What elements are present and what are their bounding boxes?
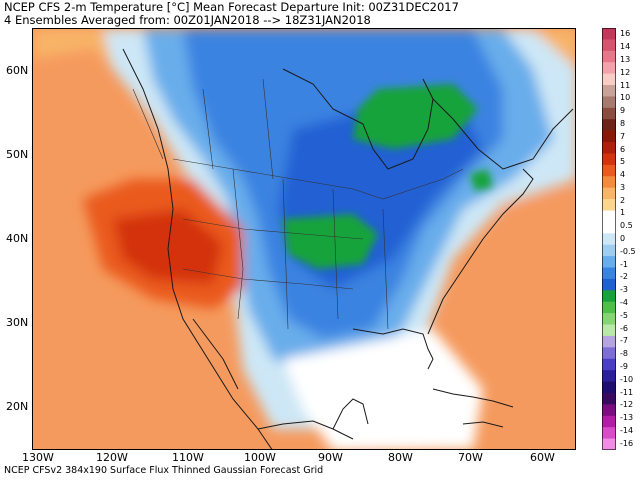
- colorbar-swatch: [602, 381, 616, 394]
- lon-label-130w: 130W: [22, 451, 54, 464]
- colorbar-swatch: [602, 50, 616, 63]
- colorbar-swatch: [602, 28, 616, 40]
- colorbar-swatch: [602, 233, 616, 246]
- anomaly-map: [32, 28, 576, 450]
- colorbar-swatch: [602, 347, 616, 360]
- lon-label-80w: 80W: [388, 451, 413, 464]
- colorbar-swatch: [602, 290, 616, 303]
- colorbar-swatch: [602, 130, 616, 143]
- colorbar-swatch: [602, 438, 616, 450]
- colorbar-label: 11: [620, 80, 631, 90]
- colorbar-label: 2: [620, 195, 626, 205]
- colorbar-swatch: [602, 267, 616, 280]
- colorbar-label: -16: [620, 438, 634, 448]
- colorbar-swatch: [602, 176, 616, 189]
- colorbar-swatch: [602, 142, 616, 154]
- colorbar-label: -0.5: [620, 246, 636, 256]
- colorbar-label: -1: [620, 259, 628, 269]
- lat-label-30n: 30N: [6, 316, 29, 329]
- colorbar-label: -8: [620, 349, 628, 359]
- colorbar-label: -13: [620, 413, 634, 422]
- colorbar-label: 0.5: [620, 221, 633, 231]
- colorbar-swatch: [602, 427, 616, 440]
- colorbar-swatch: [602, 244, 616, 257]
- colorbar-label: 16: [620, 29, 631, 39]
- colorbar-label: -10: [620, 374, 634, 384]
- colorbar-swatch: [602, 164, 616, 177]
- colorbar-label: 9: [620, 106, 626, 116]
- colorbar-label: -5: [620, 310, 628, 320]
- colorbar-label: 8: [620, 118, 626, 128]
- map-subtitle: 4 Ensembles Averaged from: 00Z01JAN2018 …: [4, 13, 371, 27]
- lon-label-100w: 100W: [244, 451, 276, 464]
- political-borders: [132, 78, 464, 330]
- colorbar-swatch: [602, 313, 616, 326]
- lon-label-120w: 120W: [96, 451, 128, 464]
- colorbar-label: 1: [620, 208, 626, 218]
- colorbar-swatch: [602, 404, 616, 417]
- colorbar-swatch: [602, 324, 616, 337]
- colorbar-label: -6: [620, 323, 628, 333]
- colorbar-swatch: [602, 85, 616, 97]
- colorbar-label: -11: [620, 387, 634, 397]
- colorbar-swatch: [602, 199, 616, 211]
- colorbar-label: 0: [620, 234, 626, 243]
- colorbar-label: -2: [620, 272, 628, 282]
- colorbar-swatch: [602, 415, 616, 428]
- lon-label-110w: 110W: [172, 451, 204, 464]
- colorbar-label: -4: [620, 297, 628, 307]
- lat-label-20n: 20N: [6, 400, 29, 413]
- coastlines: [122, 48, 574, 449]
- footer-grid-note: NCEP CFSv2 384x190 Surface Flux Thinned …: [4, 465, 324, 476]
- colorbar-swatch: [602, 278, 616, 291]
- lat-label-40n: 40N: [6, 232, 29, 245]
- colorbar-label: -3: [620, 285, 628, 295]
- colorbar-swatch: [602, 370, 616, 383]
- colorbar-label: 3: [620, 182, 626, 192]
- colorbar-label: 6: [620, 144, 626, 154]
- colorbar-swatch: [602, 301, 616, 314]
- colorbar-swatch: [602, 358, 616, 371]
- colorbar-swatch: [602, 187, 616, 200]
- lon-label-70w: 70W: [458, 451, 483, 464]
- map-title: NCEP CFS 2-m Temperature [°C] Mean Forec…: [4, 0, 459, 14]
- colorbar-swatch: [602, 221, 616, 234]
- cold-core-midwest: [283, 214, 378, 269]
- lat-label-50n: 50N: [6, 148, 29, 161]
- colorbar-swatch: [602, 96, 616, 109]
- colorbar-label: 7: [620, 131, 626, 141]
- colorbar-label: 12: [620, 67, 631, 77]
- colorbar-swatch: [602, 256, 616, 269]
- colorbar-swatch: [602, 73, 616, 86]
- colorbar-label: 10: [620, 93, 631, 103]
- colorbar-swatch: [602, 153, 616, 166]
- cold-core-northeast: [470, 169, 493, 191]
- colorbar-swatch: [602, 335, 616, 348]
- colorbar: [602, 28, 616, 450]
- colorbar-swatch: [602, 39, 616, 52]
- colorbar-label: -7: [620, 336, 628, 346]
- colorbar-label: 14: [620, 42, 631, 52]
- colorbar-swatch: [602, 392, 616, 405]
- lat-label-60n: 60N: [6, 64, 29, 77]
- map-canvas: [33, 29, 575, 449]
- cold-core-hudson: [353, 84, 478, 149]
- colorbar-swatch: [602, 62, 616, 75]
- lon-label-90w: 90W: [318, 451, 343, 464]
- colorbar-label: -12: [620, 400, 634, 410]
- colorbar-label: -14: [620, 425, 634, 435]
- colorbar-label: 4: [620, 170, 626, 180]
- colorbar-swatch: [602, 119, 616, 132]
- colorbar-swatch: [602, 107, 616, 120]
- colorbar-label: -9: [620, 361, 628, 371]
- lon-label-60w: 60W: [530, 451, 555, 464]
- colorbar-swatch: [602, 210, 616, 223]
- colorbar-label: 5: [620, 157, 626, 167]
- colorbar-label: 13: [620, 55, 631, 64]
